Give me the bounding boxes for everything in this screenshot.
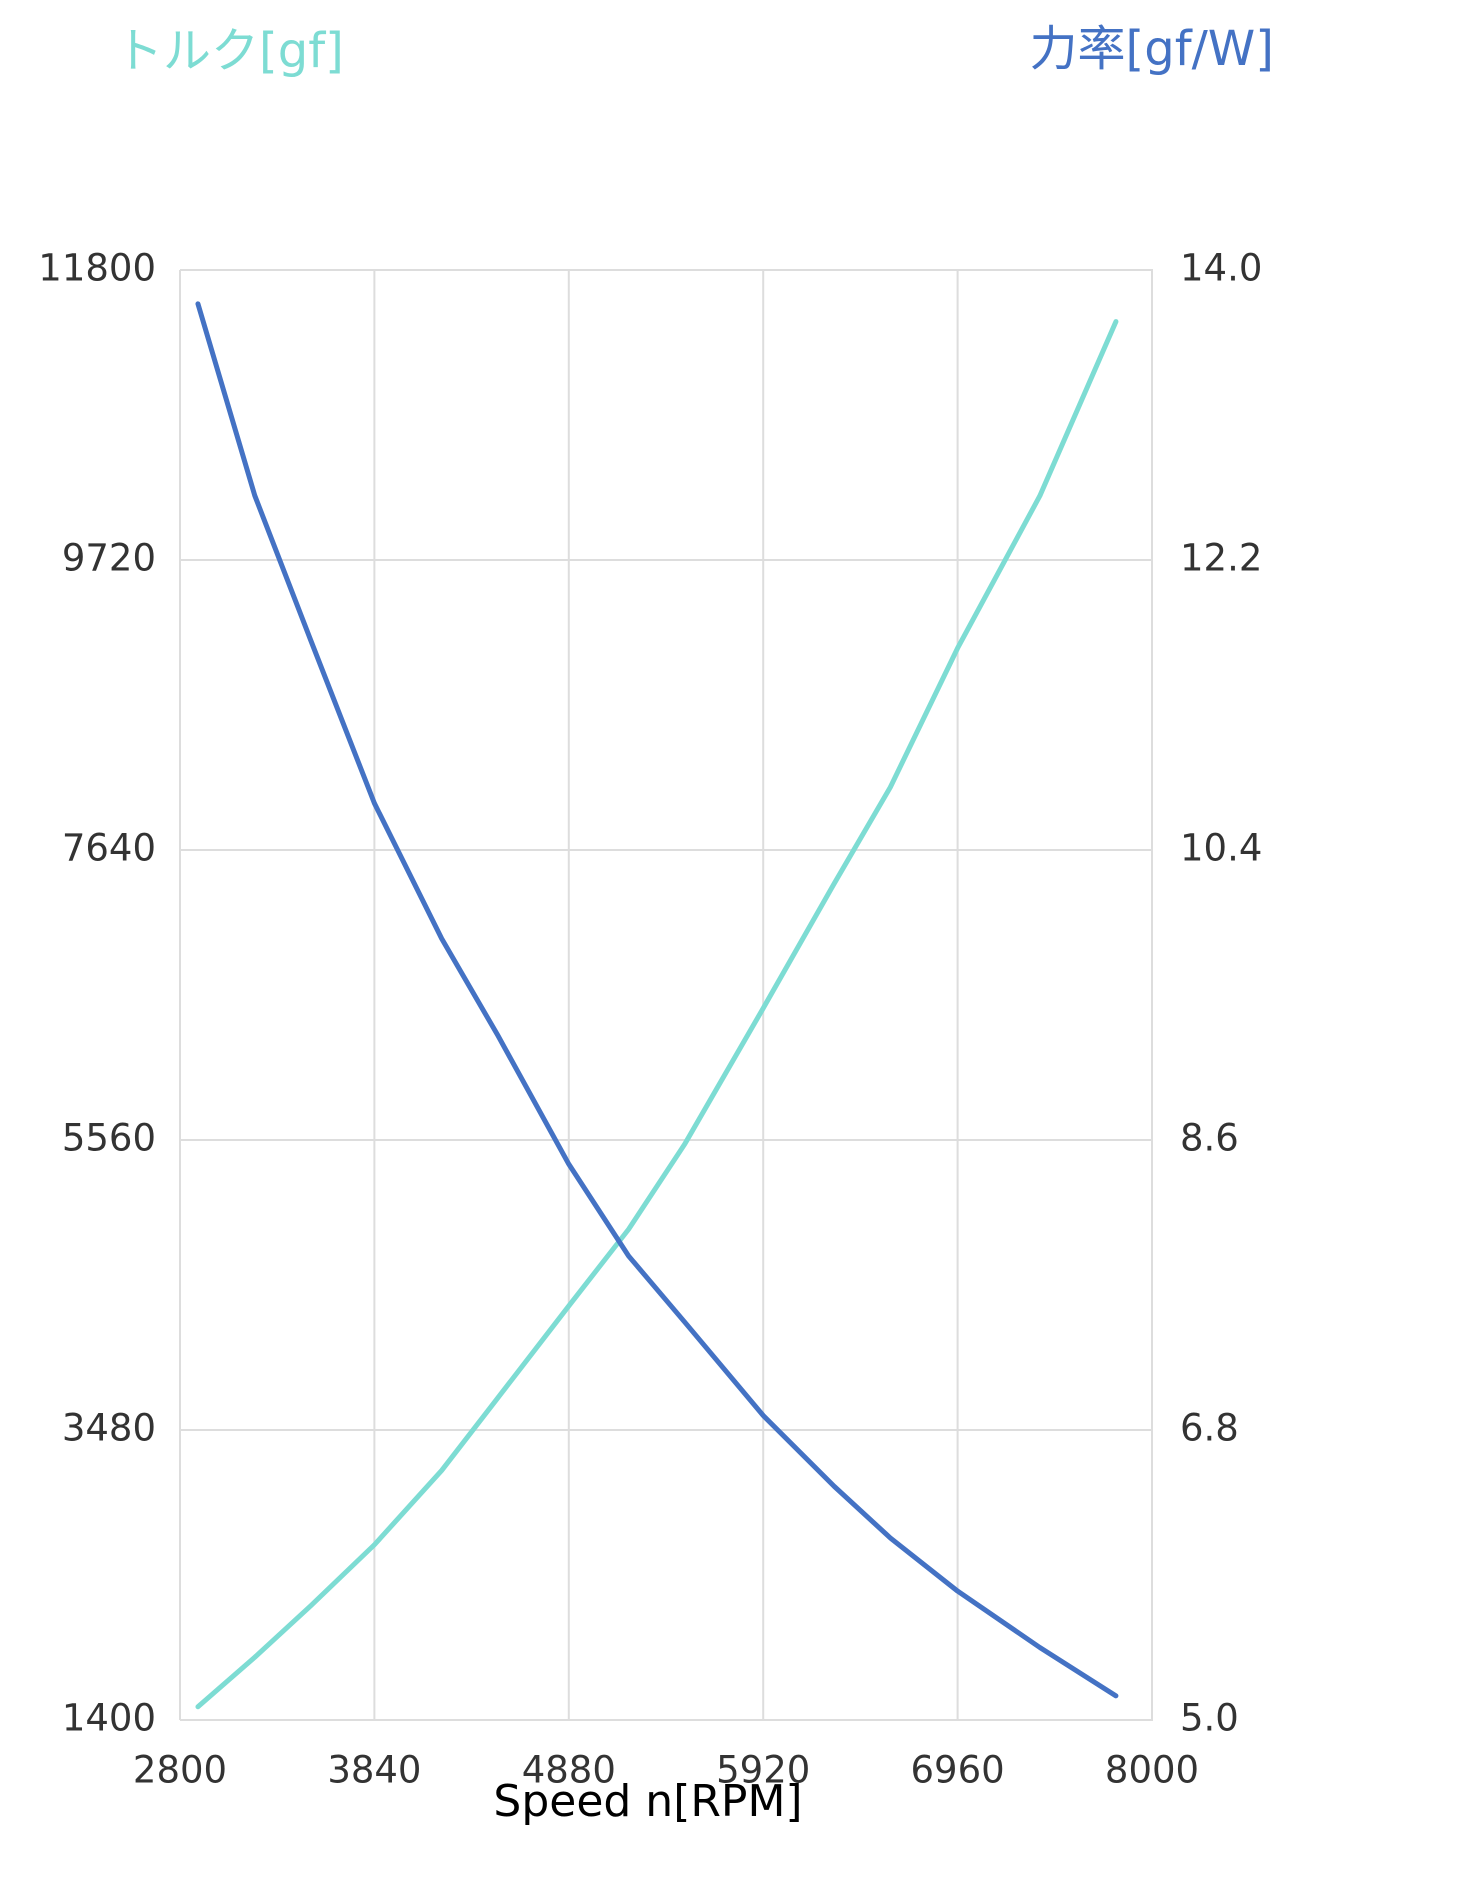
x-tick-label: 2800 [133,1749,227,1792]
y2-tick-label: 10.4 [1180,827,1262,870]
y2-tick-label: 5.0 [1180,1697,1239,1740]
y-tick-label: 1400 [62,1697,156,1740]
y-tick-label: 9720 [62,537,156,580]
y-tick-label: 11800 [38,247,156,290]
series-line [195,301,1119,1699]
x-tick-label: 5920 [716,1749,810,1792]
y-tick-label: 7640 [62,827,156,870]
x-tick-label: 3840 [327,1749,421,1792]
x-axis-title: Speed n[RPM] [493,1776,802,1827]
x-tick-label: 8000 [1105,1749,1199,1792]
x-tick-label: 4880 [522,1749,616,1792]
right-axis-title: 力率[gf/W] [1030,21,1274,77]
series-line [195,319,1119,1710]
y2-tick-label: 8.6 [1180,1117,1239,1160]
y2-tick-label: 6.8 [1180,1407,1239,1450]
y2-tick-label: 12.2 [1180,537,1262,580]
y-tick-label: 3480 [62,1407,156,1450]
y2-tick-label: 14.0 [1180,247,1262,290]
y-tick-label: 5560 [62,1117,156,1160]
x-tick-label: 6960 [911,1749,1005,1792]
left-axis-title: トルク[gf] [115,23,344,79]
